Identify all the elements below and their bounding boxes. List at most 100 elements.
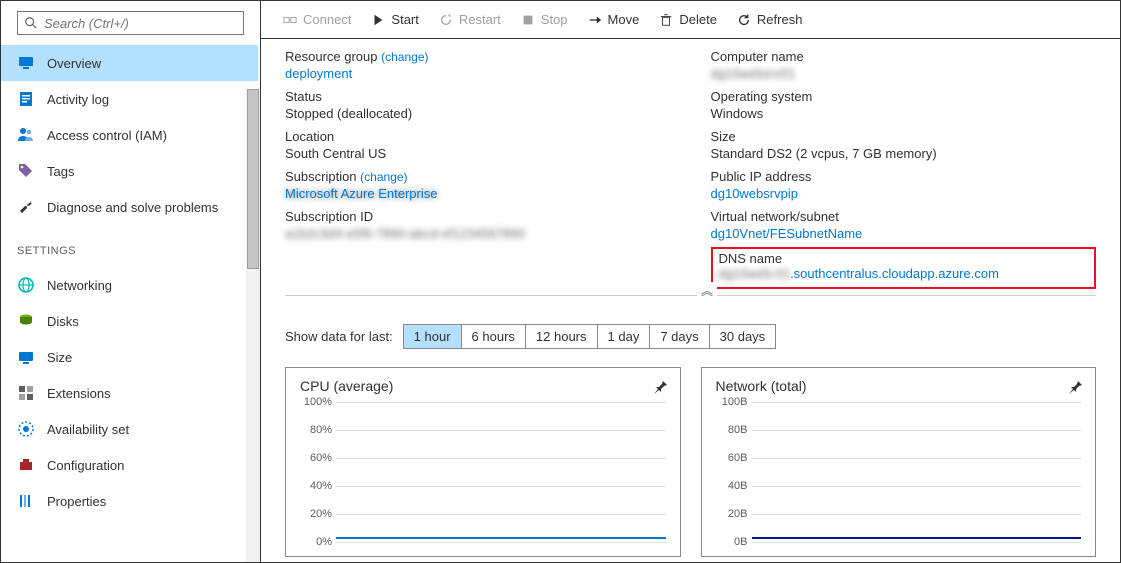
- sidebar-item-configuration[interactable]: Configuration: [1, 447, 258, 483]
- sidebar-item-label: Availability set: [47, 422, 129, 437]
- timerange-btn-1-hour[interactable]: 1 hour: [403, 324, 462, 349]
- stop-button[interactable]: Stop: [513, 8, 576, 31]
- timerange-btn-7-days[interactable]: 7 days: [650, 324, 709, 349]
- wrench-icon: [17, 198, 35, 216]
- subscription-change[interactable]: (change): [360, 170, 407, 184]
- sidebar-item-label: Overview: [47, 56, 101, 71]
- sidebar-item-label: Properties: [47, 494, 106, 509]
- subscription-id-label: Subscription ID: [285, 209, 671, 224]
- dns-value[interactable]: dg10web-01.southcentralus.cloudapp.azure…: [719, 266, 999, 281]
- status-value: Stopped (deallocated): [285, 106, 671, 121]
- connect-button[interactable]: Connect: [275, 8, 359, 31]
- move-button[interactable]: Move: [580, 8, 648, 31]
- dns-label: DNS name: [719, 251, 1089, 266]
- sidebar-item-activity-log[interactable]: Activity log: [1, 81, 258, 117]
- restart-icon: [439, 13, 453, 27]
- connect-icon: [283, 13, 297, 27]
- sidebar-item-extensions[interactable]: Extensions: [1, 375, 258, 411]
- vnet-value[interactable]: dg10Vnet/FESubnetName: [711, 226, 1097, 241]
- pip-value[interactable]: dg10websrvpip: [711, 186, 1097, 201]
- toolbar: Connect Start Restart Stop Move Delete: [261, 1, 1120, 39]
- sidebar-item-size[interactable]: Size: [1, 339, 258, 375]
- restart-label: Restart: [459, 12, 501, 27]
- sidebar-item-properties[interactable]: Properties: [1, 483, 258, 519]
- main: Connect Start Restart Stop Move Delete: [261, 1, 1120, 562]
- timerange-buttons: 1 hour6 hours12 hours1 day7 days30 days: [403, 324, 777, 349]
- status-label: Status: [285, 89, 671, 104]
- subscription-label: Subscription: [285, 169, 357, 184]
- size-label: Size: [711, 129, 1097, 144]
- timerange-label: Show data for last:: [285, 329, 393, 344]
- cpu-chart-card[interactable]: CPU (average) 100%80%60%40%20%0%: [285, 367, 681, 557]
- timerange-btn-1-day[interactable]: 1 day: [598, 324, 651, 349]
- start-label: Start: [391, 12, 418, 27]
- search-input[interactable]: [44, 16, 237, 31]
- tick-label: 0B: [714, 536, 748, 548]
- globe-icon: [17, 276, 35, 294]
- tick-label: 80B: [714, 424, 748, 436]
- scrollbar-thumb[interactable]: [247, 89, 259, 269]
- net-chart-card[interactable]: Network (total) 100B80B60B40B20B0B: [701, 367, 1097, 557]
- sidebar-item-label: Diagnose and solve problems: [47, 200, 218, 215]
- connect-label: Connect: [303, 12, 351, 27]
- tick-label: 40%: [298, 480, 332, 492]
- timerange-row: Show data for last: 1 hour6 hours12 hour…: [285, 324, 1096, 349]
- pip-label: Public IP address: [711, 169, 1097, 184]
- props-icon: [17, 492, 35, 510]
- size-icon: [17, 348, 35, 366]
- sidebar-item-disks[interactable]: Disks: [1, 303, 258, 339]
- sidebar: Overview Activity log Access control (IAM)…: [1, 1, 261, 562]
- size-value: Standard DS2 (2 vcpus, 7 GB memory): [711, 146, 1097, 161]
- sidebar-item-networking[interactable]: Networking: [1, 267, 258, 303]
- pin-icon[interactable]: [1067, 378, 1083, 397]
- sidebar-item-access-control-iam-[interactable]: Access control (IAM): [1, 117, 258, 153]
- timerange-btn-30-days[interactable]: 30 days: [710, 324, 777, 349]
- move-icon: [588, 13, 602, 27]
- sidebar-item-label: Size: [47, 350, 72, 365]
- monitor-icon: [17, 54, 35, 72]
- ext-icon: [17, 384, 35, 402]
- restart-button[interactable]: Restart: [431, 8, 509, 31]
- log-icon: [17, 90, 35, 108]
- sidebar-item-label: Extensions: [47, 386, 111, 401]
- sidebar-item-overview[interactable]: Overview: [1, 45, 258, 81]
- disks-icon: [17, 312, 35, 330]
- cpu-chart-title: CPU (average): [300, 378, 666, 394]
- config-icon: [17, 456, 35, 474]
- subscription-value[interactable]: Microsoft Azure Enterprise: [285, 186, 671, 201]
- sidebar-item-availability-set[interactable]: Availability set: [1, 411, 258, 447]
- tick-label: 0%: [298, 536, 332, 548]
- vnet-label: Virtual network/subnet: [711, 209, 1097, 224]
- subscription-id-value: a1b2c3d4-e5f6-7890-abcd-ef1234567890: [285, 226, 671, 241]
- stop-icon: [521, 13, 535, 27]
- resource-group-value[interactable]: deployment: [285, 66, 671, 81]
- refresh-button[interactable]: Refresh: [729, 8, 811, 31]
- delete-button[interactable]: Delete: [651, 8, 725, 31]
- sidebar-item-label: Activity log: [47, 92, 109, 107]
- stop-label: Stop: [541, 12, 568, 27]
- net-chart-title: Network (total): [716, 378, 1082, 394]
- tag-icon: [17, 162, 35, 180]
- tick-label: 20%: [298, 508, 332, 520]
- delete-label: Delete: [679, 12, 717, 27]
- resource-group-change[interactable]: (change): [381, 50, 428, 64]
- timerange-btn-12-hours[interactable]: 12 hours: [526, 324, 598, 349]
- os-value: Windows: [711, 106, 1097, 121]
- sidebar-item-label: Networking: [47, 278, 112, 293]
- sidebar-item-diagnose-and-solve-problems[interactable]: Diagnose and solve problems: [1, 189, 258, 225]
- tick-label: 100B: [714, 396, 748, 408]
- search-box[interactable]: [17, 11, 244, 35]
- sidebar-item-tags[interactable]: Tags: [1, 153, 258, 189]
- dns-highlight: DNS name dg10web-01.southcentralus.cloud…: [711, 247, 1097, 289]
- resource-group-label: Resource group: [285, 49, 378, 64]
- start-button[interactable]: Start: [363, 8, 426, 31]
- net-chart-grid: 100B80B60B40B20B0B: [752, 402, 1082, 542]
- location-label: Location: [285, 129, 671, 144]
- cpu-chart-grid: 100%80%60%40%20%0%: [336, 402, 666, 542]
- tick-label: 60B: [714, 452, 748, 464]
- collapse-essentials-icon[interactable]: ︽: [697, 282, 717, 299]
- pin-icon[interactable]: [652, 378, 668, 397]
- trash-icon: [659, 13, 673, 27]
- tick-label: 100%: [298, 396, 332, 408]
- timerange-btn-6-hours[interactable]: 6 hours: [462, 324, 526, 349]
